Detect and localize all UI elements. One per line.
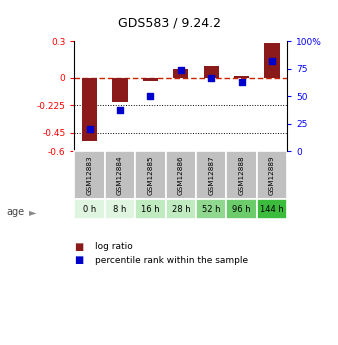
Bar — [105, 199, 135, 219]
Text: GSM12887: GSM12887 — [208, 155, 214, 195]
Bar — [257, 199, 287, 219]
Text: GSM12884: GSM12884 — [117, 155, 123, 195]
Bar — [105, 151, 135, 199]
Bar — [135, 151, 166, 199]
Bar — [166, 199, 196, 219]
Point — [209, 75, 214, 80]
Text: ►: ► — [29, 207, 36, 217]
Text: GSM12888: GSM12888 — [239, 155, 245, 195]
Text: 0 h: 0 h — [83, 205, 96, 214]
Bar — [135, 199, 166, 219]
Text: GSM12886: GSM12886 — [178, 155, 184, 195]
Bar — [166, 151, 196, 199]
Point — [148, 93, 153, 99]
Text: ■: ■ — [74, 242, 83, 252]
Bar — [143, 78, 158, 81]
Bar — [234, 76, 249, 78]
Text: GSM12885: GSM12885 — [147, 155, 153, 195]
Text: ■: ■ — [74, 256, 83, 265]
Point — [239, 79, 244, 85]
Point — [178, 67, 184, 73]
Bar — [74, 199, 105, 219]
Bar — [226, 151, 257, 199]
Bar — [196, 151, 226, 199]
Bar — [257, 151, 287, 199]
Bar — [82, 78, 97, 141]
Bar — [74, 151, 105, 199]
Bar — [112, 78, 127, 102]
Point — [117, 108, 123, 113]
Bar — [226, 199, 257, 219]
Text: 28 h: 28 h — [171, 205, 190, 214]
Text: 16 h: 16 h — [141, 205, 160, 214]
Text: GSM12883: GSM12883 — [87, 155, 93, 195]
Text: log ratio: log ratio — [95, 242, 132, 251]
Text: GDS583 / 9.24.2: GDS583 / 9.24.2 — [118, 16, 220, 29]
Bar — [196, 199, 226, 219]
Text: percentile rank within the sample: percentile rank within the sample — [95, 256, 248, 265]
Text: age: age — [7, 207, 25, 217]
Bar — [264, 43, 280, 78]
Text: GSM12889: GSM12889 — [269, 155, 275, 195]
Text: 8 h: 8 h — [113, 205, 127, 214]
Text: 52 h: 52 h — [202, 205, 220, 214]
Bar — [173, 69, 189, 78]
Text: 144 h: 144 h — [260, 205, 284, 214]
Point — [269, 58, 275, 64]
Bar — [203, 66, 219, 78]
Text: 96 h: 96 h — [232, 205, 251, 214]
Point — [87, 126, 92, 132]
